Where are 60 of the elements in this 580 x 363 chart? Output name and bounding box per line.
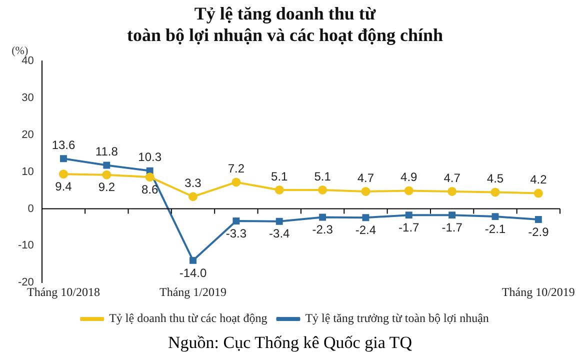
data-label: 4.7 xyxy=(357,170,374,185)
data-label: -1.7 xyxy=(442,220,463,234)
data-label: -3.3 xyxy=(226,226,247,240)
x-tick-label: Tháng 10/2019 xyxy=(502,284,575,299)
data-label: 9.2 xyxy=(98,180,116,194)
point xyxy=(319,214,326,221)
point xyxy=(274,185,284,194)
data-label: 4.5 xyxy=(486,172,504,186)
point xyxy=(60,155,67,162)
point xyxy=(188,192,198,202)
data-label: 4.7 xyxy=(444,170,461,185)
data-label: -14.0 xyxy=(179,266,208,280)
point xyxy=(492,213,499,220)
point xyxy=(361,186,370,196)
text: Nguồn: Cục Thống kê Quốc gia TQ xyxy=(167,333,413,353)
chart-title: Tỷ lệ tăng doanh thu từ toàn bộ lợi nhuận và các hoạt động chính xyxy=(126,3,444,46)
point xyxy=(448,186,457,196)
data-label: -2.1 xyxy=(484,222,506,236)
point xyxy=(404,186,414,196)
y-tick-label: 40 xyxy=(22,55,34,68)
data-label: 10.3 xyxy=(138,150,162,164)
y-tick-label: 30 xyxy=(22,92,34,104)
data-label: 8.6 xyxy=(141,182,158,196)
point xyxy=(534,216,542,223)
point xyxy=(103,162,110,169)
point xyxy=(190,256,196,264)
point xyxy=(448,212,456,219)
data-label: 4.9 xyxy=(400,170,418,184)
data-label: -2.4 xyxy=(355,222,376,237)
data-label: 11.8 xyxy=(95,144,118,159)
data-label: 5.1 xyxy=(271,169,288,184)
legend-label: Tỷ lệ tăng trưởng từ toàn bộ lợi nhuận xyxy=(305,311,489,326)
point xyxy=(362,214,370,222)
point xyxy=(58,170,68,179)
data-label: -3.4 xyxy=(269,226,290,241)
y-tick-label: -10 xyxy=(18,240,34,252)
x-tick-label: Tháng 1/2019 xyxy=(160,284,227,299)
point xyxy=(318,185,328,194)
data-label: 13.6 xyxy=(52,138,76,152)
point xyxy=(405,212,412,219)
legend-label: Tỷ lệ doanh thu từ các hoạt động xyxy=(109,311,268,326)
y-tick-label: 20 xyxy=(22,129,34,142)
point xyxy=(490,188,500,197)
data-label: -1.7 xyxy=(398,220,420,234)
point xyxy=(534,188,543,198)
y-tick-label: 0 xyxy=(28,202,34,215)
point xyxy=(102,170,112,180)
data-label: 4.2 xyxy=(530,172,548,187)
data-label: 7.2 xyxy=(228,162,245,176)
data-label: 5.1 xyxy=(314,169,332,184)
data-label: 3.3 xyxy=(184,176,202,190)
point xyxy=(232,218,240,224)
data-label: 9.4 xyxy=(55,179,72,194)
point xyxy=(276,218,283,225)
data-label: -2.9 xyxy=(528,224,550,239)
y-tick-label: 10 xyxy=(22,166,34,178)
point xyxy=(145,172,154,182)
data-label: -2.3 xyxy=(312,222,334,237)
y-axis-title: (%) xyxy=(12,45,28,58)
point xyxy=(232,178,241,187)
